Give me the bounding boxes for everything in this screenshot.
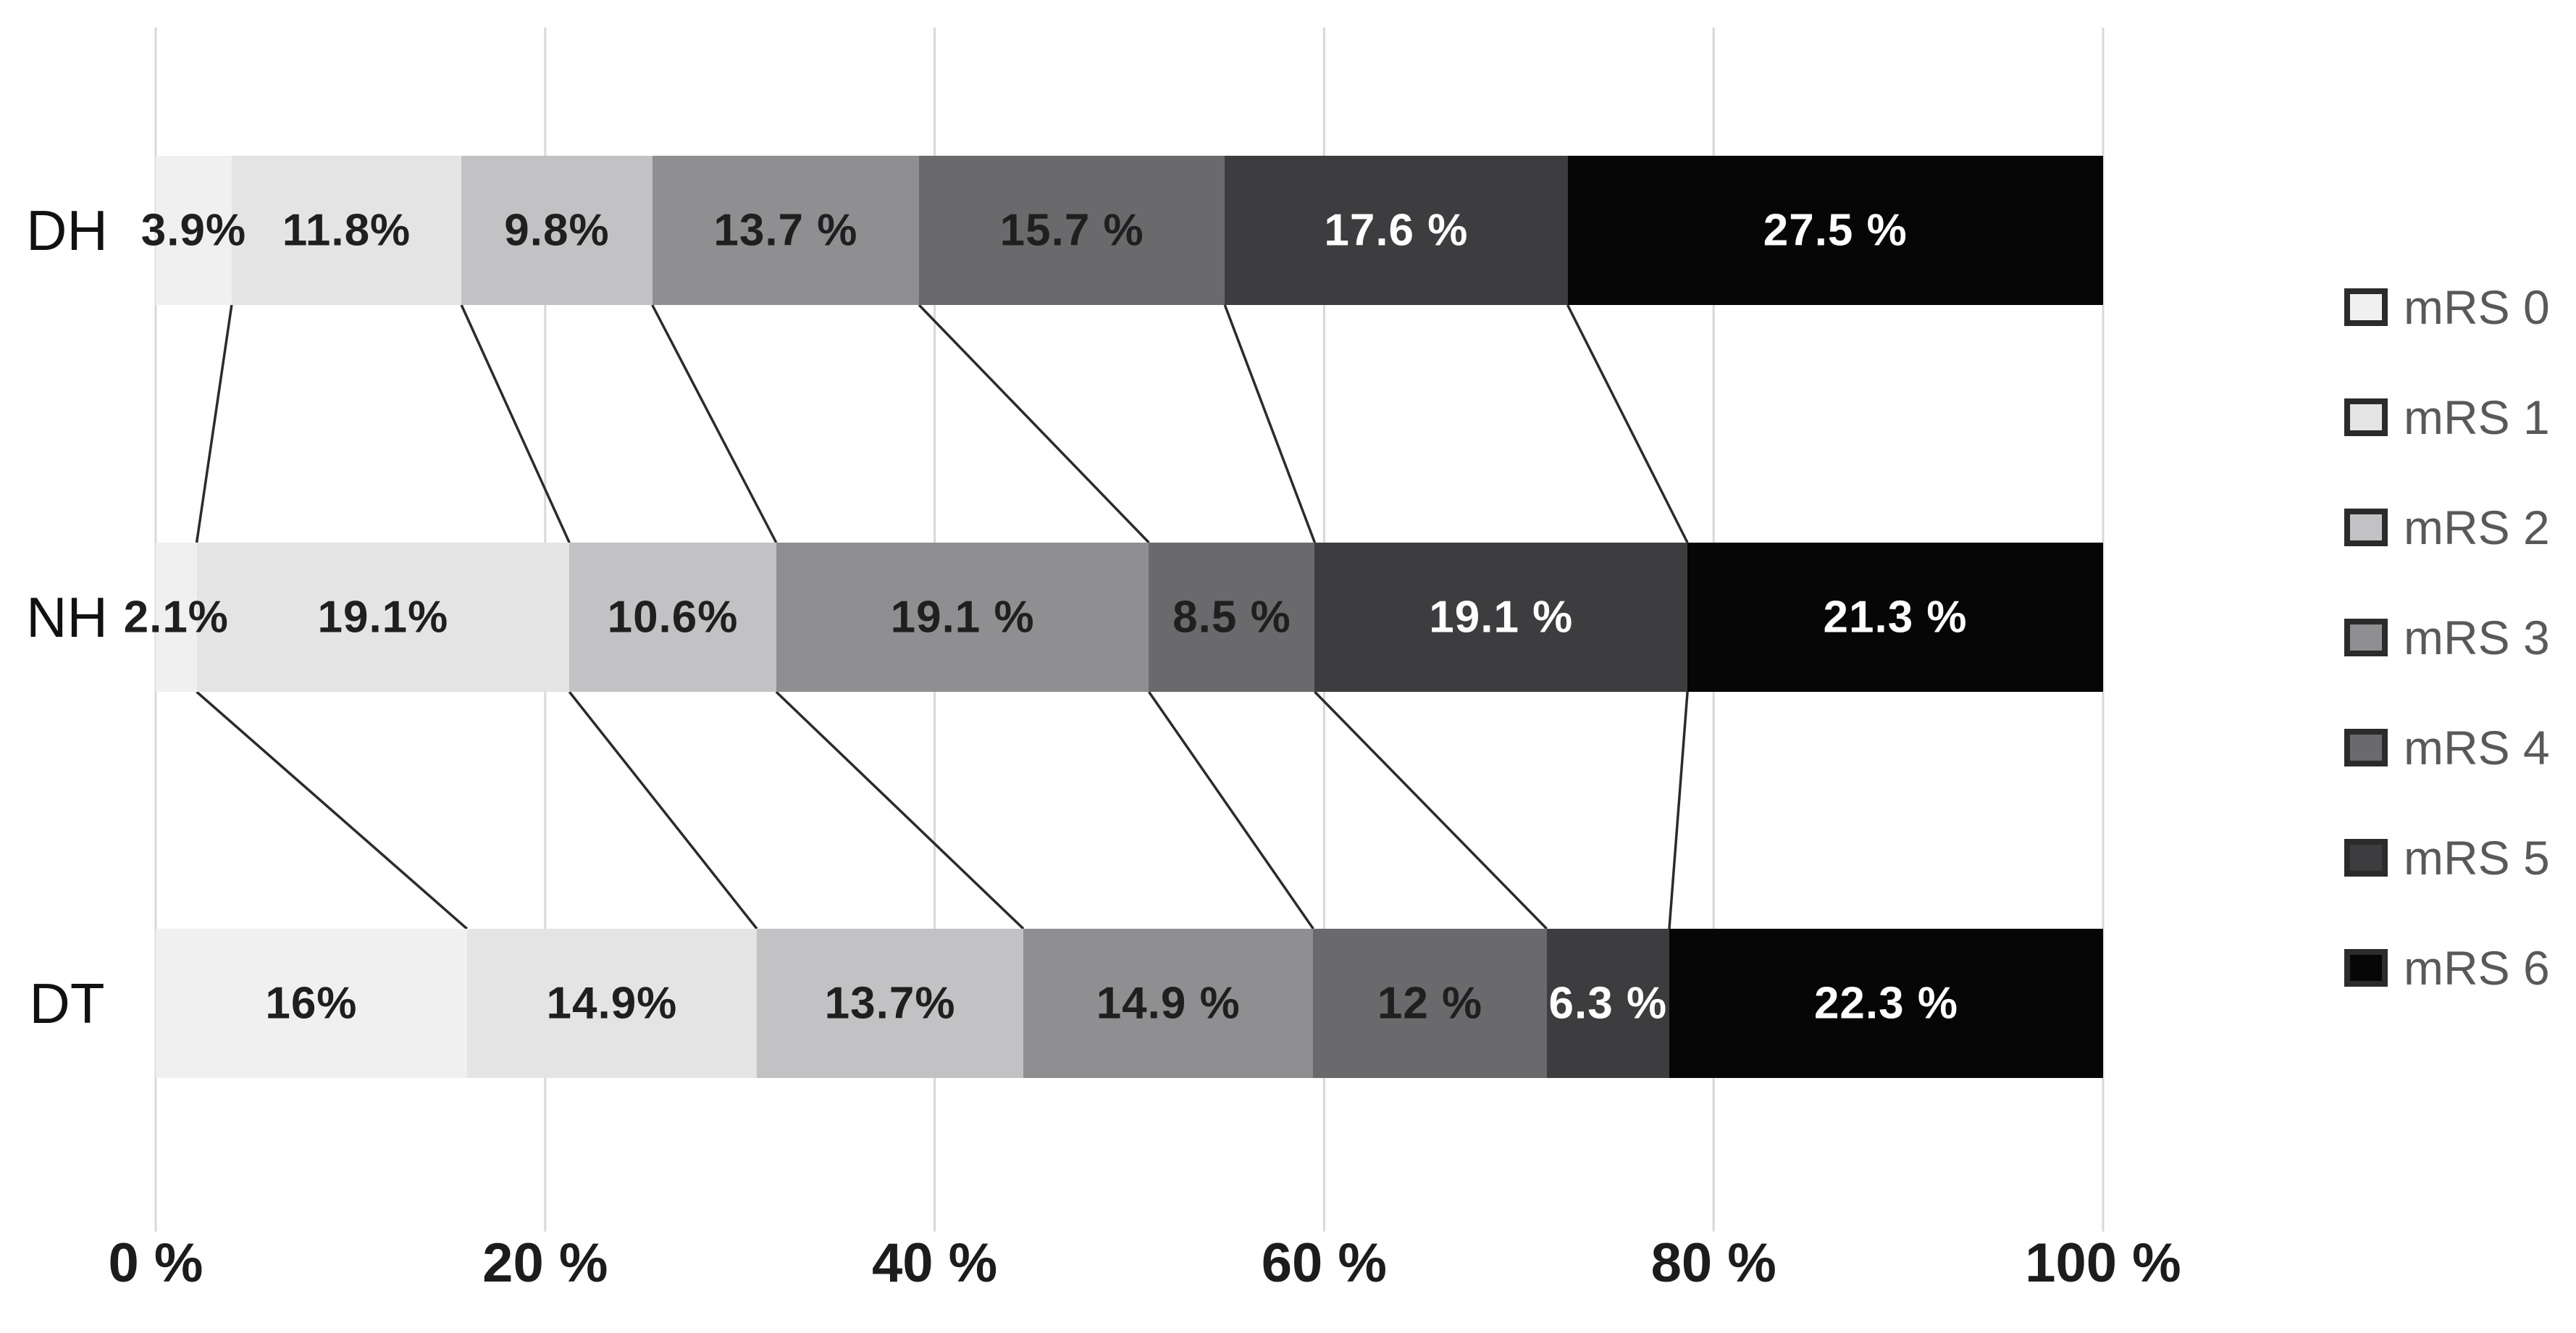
segment-value-label: 14.9% xyxy=(546,978,678,1029)
segment-value-label: 16% xyxy=(265,978,358,1029)
x-tick-label-100: 100 % xyxy=(2025,1232,2181,1294)
connector-NH-DT-boundary-3 xyxy=(775,690,1025,930)
segment-DT-mRS-0: 16% xyxy=(156,929,467,1078)
segment-DT-mRS-2: 13.7% xyxy=(757,929,1024,1078)
segment-value-label: 10.6% xyxy=(607,592,739,643)
x-tick-label-80: 80 % xyxy=(1650,1232,1776,1294)
segment-NH-mRS-0: 2.1% xyxy=(124,543,228,692)
segment-DT-mRS-6: 22.3 % xyxy=(1669,929,2103,1078)
connector-DH-NH-boundary-5 xyxy=(1223,304,1317,543)
segment-value-label: 27.5 % xyxy=(1763,205,1908,256)
segment-value-label: 6.3 % xyxy=(1548,978,1668,1029)
segment-DH-mRS-5: 17.6 % xyxy=(1225,156,1568,305)
segment-value-label: 19.1% xyxy=(317,592,449,643)
segment-value-label: 9.8% xyxy=(504,205,610,256)
bar-row-NH: 2.1% 19.1% 10.6% 19.1 % 8.5 % 19.1 % 21.3 % xyxy=(124,543,2103,692)
segment-value-label: 19.1 % xyxy=(1429,592,1574,643)
segment-DT-mRS-5: 6.3 % xyxy=(1546,929,1669,1078)
x-tick-label-20: 20 % xyxy=(482,1232,608,1294)
segment-value-label: 17.6 % xyxy=(1324,205,1469,256)
row-label-DH: DH xyxy=(26,199,108,262)
segment-value-label: 15.7 % xyxy=(999,205,1144,256)
segment-value-label: 13.7% xyxy=(824,978,956,1029)
x-tick-label-0: 0 % xyxy=(108,1232,204,1294)
segment-NH-mRS-4: 8.5 % xyxy=(1149,543,1315,692)
connector-NH-DT-boundary-4 xyxy=(1148,691,1314,929)
segment-value-label: 14.9 % xyxy=(1096,978,1241,1029)
segment-DH-mRS-1: 11.8% xyxy=(231,156,462,305)
connector-DH-NH-boundary-6 xyxy=(1566,304,1689,543)
connector-NH-DT-boundary-1 xyxy=(196,690,468,930)
segment-NH-mRS-5: 19.1 % xyxy=(1314,543,1688,692)
connector-NH-DT-boundary-6 xyxy=(1668,691,1689,929)
connector-NH-DT-boundary-2 xyxy=(568,690,758,930)
connector-DH-NH-boundary-2 xyxy=(460,304,571,543)
segment-value-label: 2.1% xyxy=(123,592,229,643)
segment-value-label: 22.3 % xyxy=(1813,978,1958,1029)
segment-DT-mRS-4: 12 % xyxy=(1313,929,1547,1078)
segment-NH-mRS-3: 19.1 % xyxy=(776,543,1149,692)
segment-value-label: 12 % xyxy=(1377,978,1483,1029)
segment-DH-mRS-4: 15.7 % xyxy=(919,156,1225,305)
segment-value-label: 3.9% xyxy=(140,205,247,256)
connector-DH-NH-boundary-1 xyxy=(195,304,233,543)
segment-DT-mRS-3: 14.9 % xyxy=(1023,929,1314,1078)
segment-NH-mRS-1: 19.1% xyxy=(196,543,570,692)
row-label-DT: DT xyxy=(29,971,105,1035)
bar-row-DH: 3.9% 11.8% 9.8% 13.7 % 15.7 % 17.6 % 27.5 % xyxy=(141,156,2103,305)
segment-DT-mRS-1: 14.9% xyxy=(466,929,758,1078)
segment-DH-mRS-6: 27.5 % xyxy=(1567,156,2103,305)
segment-DH-mRS-3: 13.7 % xyxy=(652,156,920,305)
bar-row-DT: 16% 14.9% 13.7% 14.9 % 12 % 6.3 % 22.3 % xyxy=(156,929,2103,1078)
segment-value-label: 13.7 % xyxy=(713,205,858,256)
x-tick-label-60: 60 % xyxy=(1261,1232,1388,1294)
segment-value-label: 11.8% xyxy=(282,205,411,256)
segment-value-label: 21.3 % xyxy=(1823,592,1968,643)
x-tick-label-40: 40 % xyxy=(871,1232,998,1294)
segment-value-label: 8.5 % xyxy=(1172,592,1291,643)
connector-DH-NH-boundary-4 xyxy=(918,304,1150,544)
segment-NH-mRS-2: 10.6% xyxy=(569,543,776,692)
segment-value-label: 19.1 % xyxy=(890,592,1035,643)
segment-DH-mRS-0: 3.9% xyxy=(141,156,246,305)
row-label-NH: NH xyxy=(26,585,108,649)
segment-NH-mRS-6: 21.3 % xyxy=(1687,543,2103,692)
connector-NH-DT-boundary-5 xyxy=(1314,690,1548,930)
connector-DH-NH-boundary-3 xyxy=(651,304,778,543)
segment-DH-mRS-2: 9.8% xyxy=(461,156,653,305)
